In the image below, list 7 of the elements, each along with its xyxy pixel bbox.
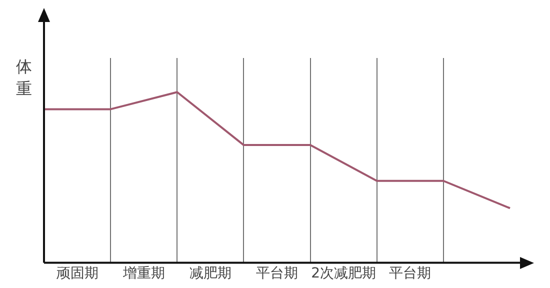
text: 增重期 (122, 265, 165, 282)
text: 平台期 (389, 265, 432, 282)
text: 顽固期 (55, 265, 98, 282)
text: 减肥期 (189, 265, 232, 282)
y-axis-title: 体重 (16, 57, 32, 98)
text: 平台期 (256, 265, 298, 282)
text: 2次减肥期 (311, 265, 376, 282)
